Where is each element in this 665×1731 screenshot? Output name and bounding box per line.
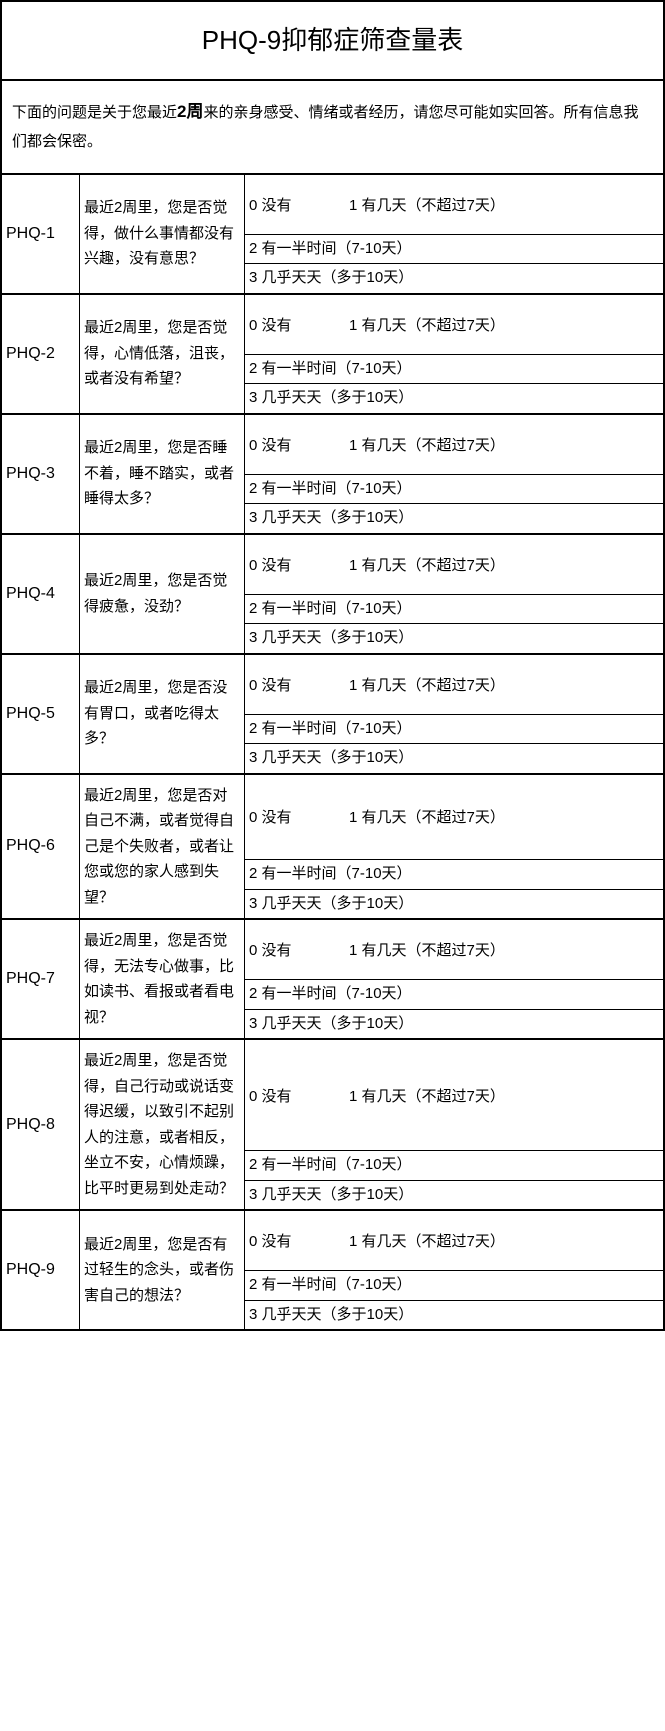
option-row-01: 0 没有1 有几天（不超过7天）: [245, 1211, 663, 1271]
option-row-01: 0 没有1 有几天（不超过7天）: [245, 535, 663, 595]
option-2[interactable]: 2 有一半时间（7-10天）: [245, 1151, 663, 1181]
question-row: PHQ-6最近2周里，您是否对自己不满，或者觉得自己是个失败者，或者让您或您的家…: [2, 775, 663, 921]
option-row-01: 0 没有1 有几天（不超过7天）: [245, 775, 663, 861]
option-3[interactable]: 3 几乎天天（多于10天）: [245, 890, 663, 919]
question-row: PHQ-8最近2周里，您是否觉得，自己行动或说话变得迟缓，以致引不起别人的注意，…: [2, 1040, 663, 1211]
intro-pre: 下面的问题是关于您最近: [12, 104, 177, 121]
intro-bold: 2周: [177, 102, 203, 121]
question-row: PHQ-3最近2周里，您是否睡不着，睡不踏实，或者睡得太多？0 没有1 有几天（…: [2, 415, 663, 535]
option-3[interactable]: 3 几乎天天（多于10天）: [245, 384, 663, 413]
option-1[interactable]: 1 有几天（不超过7天）: [349, 1085, 505, 1106]
option-0[interactable]: 0 没有: [249, 674, 349, 695]
option-0[interactable]: 0 没有: [249, 1230, 349, 1251]
option-0[interactable]: 0 没有: [249, 194, 349, 215]
question-text: 最近2周里，您是否对自己不满，或者觉得自己是个失败者，或者让您或您的家人感到失望…: [80, 775, 245, 919]
option-3[interactable]: 3 几乎天天（多于10天）: [245, 1301, 663, 1330]
option-row-01: 0 没有1 有几天（不超过7天）: [245, 295, 663, 355]
question-text: 最近2周里，您是否觉得，无法专心做事，比如读书、看报或者看电视？: [80, 920, 245, 1038]
options-cell: 0 没有1 有几天（不超过7天）2 有一半时间（7-10天）3 几乎天天（多于1…: [245, 1211, 663, 1329]
question-text: 最近2周里，您是否觉得，自己行动或说话变得迟缓，以致引不起别人的注意，或者相反，…: [80, 1040, 245, 1209]
question-id: PHQ-2: [2, 295, 80, 413]
option-2[interactable]: 2 有一半时间（7-10天）: [245, 595, 663, 625]
option-1[interactable]: 1 有几天（不超过7天）: [349, 554, 505, 575]
option-2[interactable]: 2 有一半时间（7-10天）: [245, 1271, 663, 1301]
question-text: 最近2周里，您是否觉得疲惫，没劲？: [80, 535, 245, 653]
option-row-01: 0 没有1 有几天（不超过7天）: [245, 1040, 663, 1151]
options-cell: 0 没有1 有几天（不超过7天）2 有一半时间（7-10天）3 几乎天天（多于1…: [245, 415, 663, 533]
option-row-01: 0 没有1 有几天（不超过7天）: [245, 655, 663, 715]
option-1[interactable]: 1 有几天（不超过7天）: [349, 1230, 505, 1251]
options-cell: 0 没有1 有几天（不超过7天）2 有一半时间（7-10天）3 几乎天天（多于1…: [245, 295, 663, 413]
question-id: PHQ-4: [2, 535, 80, 653]
page-title: PHQ-9抑郁症筛查量表: [2, 2, 663, 81]
option-3[interactable]: 3 几乎天天（多于10天）: [245, 1010, 663, 1039]
option-1[interactable]: 1 有几天（不超过7天）: [349, 806, 505, 827]
option-3[interactable]: 3 几乎天天（多于10天）: [245, 264, 663, 293]
option-2[interactable]: 2 有一半时间（7-10天）: [245, 475, 663, 505]
option-0[interactable]: 0 没有: [249, 554, 349, 575]
option-1[interactable]: 1 有几天（不超过7天）: [349, 674, 505, 695]
question-id: PHQ-8: [2, 1040, 80, 1209]
question-row: PHQ-2最近2周里，您是否觉得，心情低落，沮丧，或者没有希望？0 没有1 有几…: [2, 295, 663, 415]
question-text: 最近2周里，您是否觉得，做什么事情都没有兴趣，没有意思？: [80, 175, 245, 293]
option-0[interactable]: 0 没有: [249, 434, 349, 455]
options-cell: 0 没有1 有几天（不超过7天）2 有一半时间（7-10天）3 几乎天天（多于1…: [245, 775, 663, 919]
option-0[interactable]: 0 没有: [249, 939, 349, 960]
option-2[interactable]: 2 有一半时间（7-10天）: [245, 235, 663, 265]
questionnaire-table: PHQ-9抑郁症筛查量表 下面的问题是关于您最近2周来的亲身感受、情绪或者经历，…: [0, 0, 665, 1331]
option-0[interactable]: 0 没有: [249, 314, 349, 335]
option-1[interactable]: 1 有几天（不超过7天）: [349, 314, 505, 335]
option-row-01: 0 没有1 有几天（不超过7天）: [245, 415, 663, 475]
options-cell: 0 没有1 有几天（不超过7天）2 有一半时间（7-10天）3 几乎天天（多于1…: [245, 175, 663, 293]
question-id: PHQ-7: [2, 920, 80, 1038]
option-row-01: 0 没有1 有几天（不超过7天）: [245, 920, 663, 980]
question-text: 最近2周里，您是否没有胃口，或者吃得太多？: [80, 655, 245, 773]
option-0[interactable]: 0 没有: [249, 1085, 349, 1106]
question-id: PHQ-1: [2, 175, 80, 293]
option-2[interactable]: 2 有一半时间（7-10天）: [245, 980, 663, 1010]
option-3[interactable]: 3 几乎天天（多于10天）: [245, 504, 663, 533]
option-2[interactable]: 2 有一半时间（7-10天）: [245, 860, 663, 890]
question-text: 最近2周里，您是否有过轻生的念头，或者伤害自己的想法？: [80, 1211, 245, 1329]
question-row: PHQ-4最近2周里，您是否觉得疲惫，没劲？0 没有1 有几天（不超过7天）2 …: [2, 535, 663, 655]
option-3[interactable]: 3 几乎天天（多于10天）: [245, 624, 663, 653]
option-3[interactable]: 3 几乎天天（多于10天）: [245, 1181, 663, 1210]
question-id: PHQ-6: [2, 775, 80, 919]
question-id: PHQ-9: [2, 1211, 80, 1329]
question-text: 最近2周里，您是否觉得，心情低落，沮丧，或者没有希望？: [80, 295, 245, 413]
option-row-01: 0 没有1 有几天（不超过7天）: [245, 175, 663, 235]
question-id: PHQ-5: [2, 655, 80, 773]
option-2[interactable]: 2 有一半时间（7-10天）: [245, 715, 663, 745]
option-0[interactable]: 0 没有: [249, 806, 349, 827]
options-cell: 0 没有1 有几天（不超过7天）2 有一半时间（7-10天）3 几乎天天（多于1…: [245, 655, 663, 773]
intro-text: 下面的问题是关于您最近2周来的亲身感受、情绪或者经历，请您尽可能如实回答。所有信…: [2, 81, 663, 175]
option-1[interactable]: 1 有几天（不超过7天）: [349, 434, 505, 455]
question-text: 最近2周里，您是否睡不着，睡不踏实，或者睡得太多？: [80, 415, 245, 533]
option-3[interactable]: 3 几乎天天（多于10天）: [245, 744, 663, 773]
question-row: PHQ-1最近2周里，您是否觉得，做什么事情都没有兴趣，没有意思？0 没有1 有…: [2, 175, 663, 295]
options-cell: 0 没有1 有几天（不超过7天）2 有一半时间（7-10天）3 几乎天天（多于1…: [245, 920, 663, 1038]
option-2[interactable]: 2 有一半时间（7-10天）: [245, 355, 663, 385]
question-row: PHQ-5最近2周里，您是否没有胃口，或者吃得太多？0 没有1 有几天（不超过7…: [2, 655, 663, 775]
question-row: PHQ-7最近2周里，您是否觉得，无法专心做事，比如读书、看报或者看电视？0 没…: [2, 920, 663, 1040]
option-1[interactable]: 1 有几天（不超过7天）: [349, 939, 505, 960]
options-cell: 0 没有1 有几天（不超过7天）2 有一半时间（7-10天）3 几乎天天（多于1…: [245, 1040, 663, 1209]
question-row: PHQ-9最近2周里，您是否有过轻生的念头，或者伤害自己的想法？0 没有1 有几…: [2, 1211, 663, 1331]
options-cell: 0 没有1 有几天（不超过7天）2 有一半时间（7-10天）3 几乎天天（多于1…: [245, 535, 663, 653]
option-1[interactable]: 1 有几天（不超过7天）: [349, 194, 505, 215]
question-id: PHQ-3: [2, 415, 80, 533]
